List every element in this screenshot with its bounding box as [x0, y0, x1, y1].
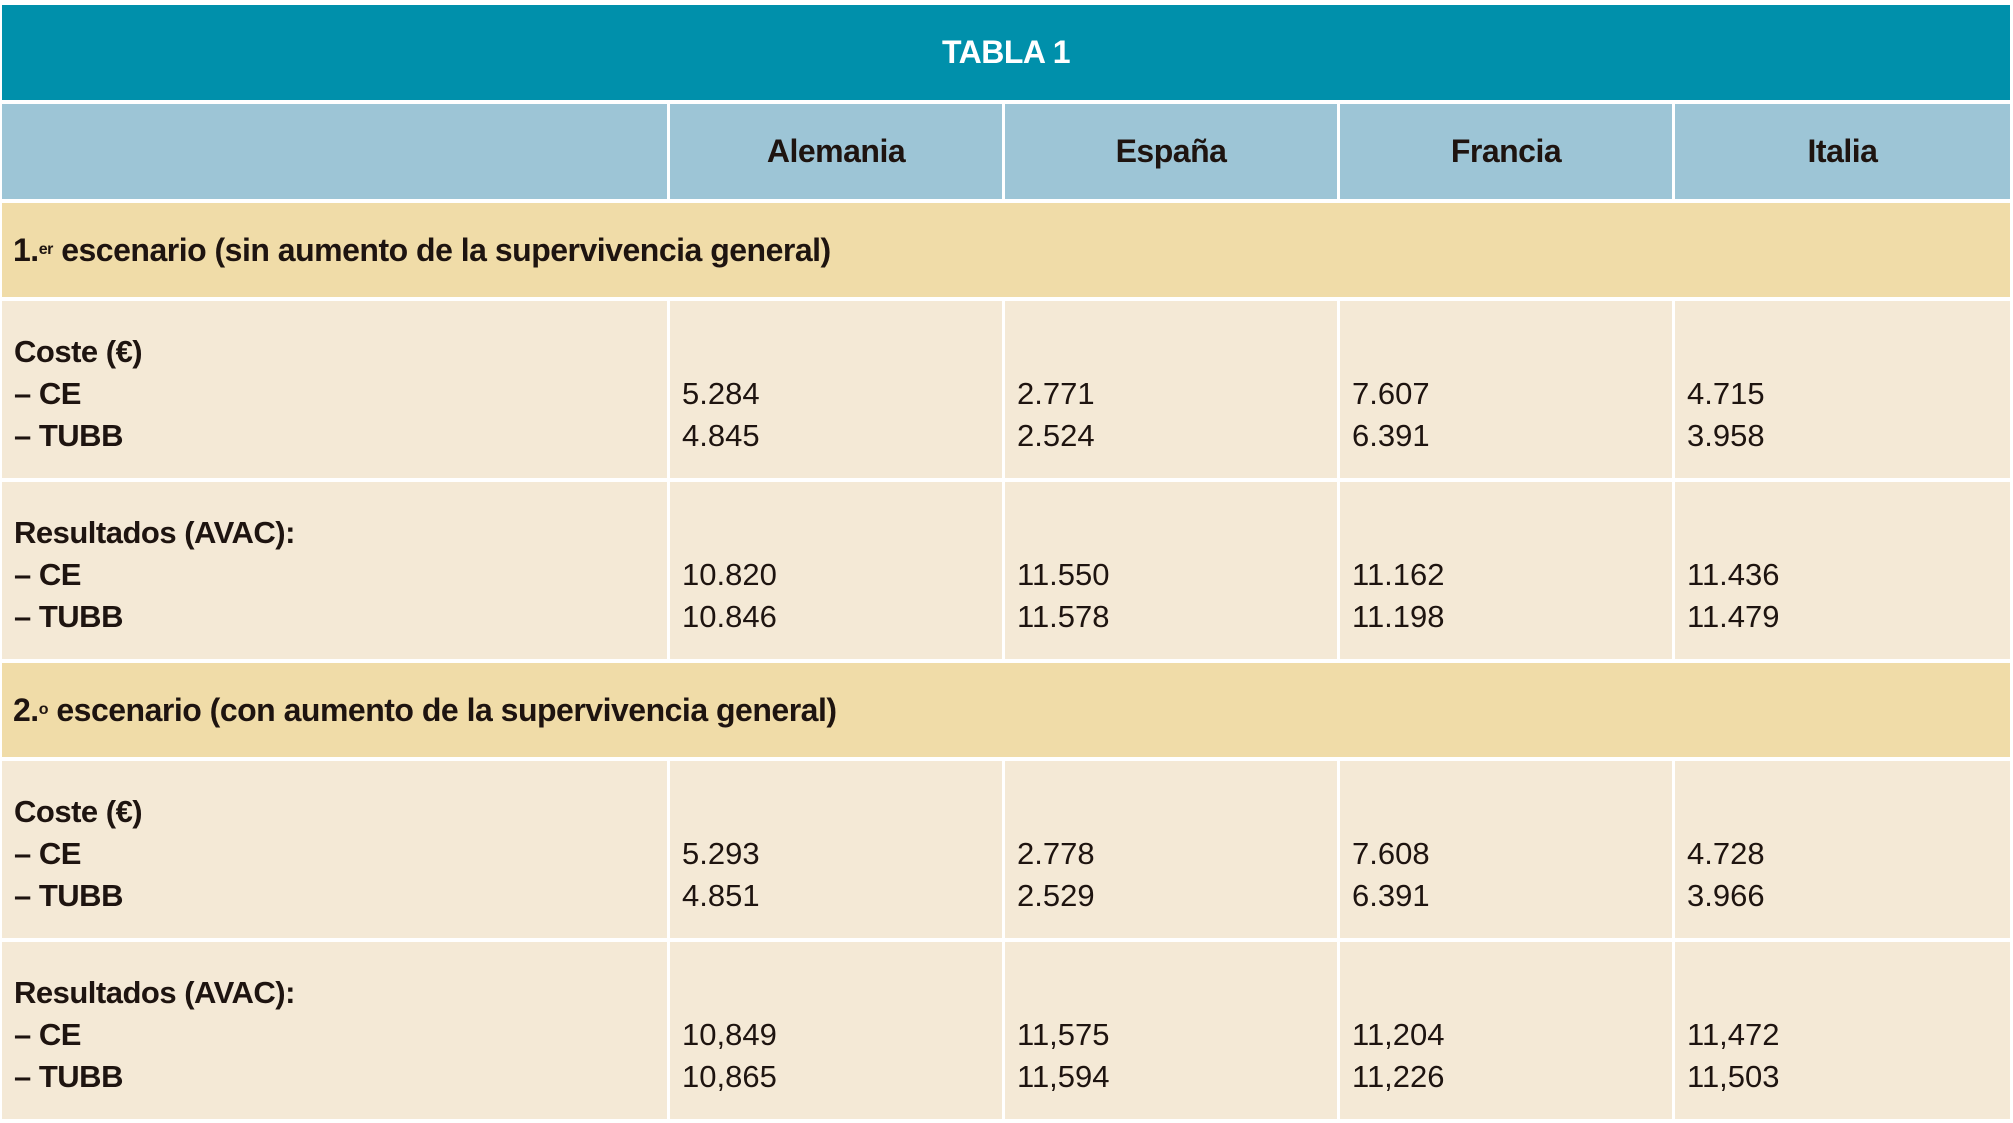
value: 4.715 — [1687, 376, 1765, 411]
value-cell: 2.778 2.529 — [1005, 761, 1340, 938]
row-label: – CE — [14, 1017, 81, 1052]
row-label: – TUBB — [14, 418, 123, 453]
value-cell: 4.728 3.966 — [1675, 761, 2010, 938]
section-row: 1. er escenario (sin aumento de la superv… — [2, 203, 2010, 301]
value-cell: 4.715 3.958 — [1675, 301, 2010, 478]
column-header-empty — [2, 104, 670, 199]
value: 7.607 — [1352, 376, 1430, 411]
section-number: 2. — [13, 691, 39, 728]
value: 3.958 — [1687, 418, 1765, 453]
value: 2.771 — [1017, 376, 1095, 411]
value-cell: 11,575 11,594 — [1005, 942, 1340, 1119]
column-header: España — [1005, 104, 1340, 199]
value: 11,472 — [1687, 1017, 1780, 1052]
value-cell: 7.608 6.391 — [1340, 761, 1675, 938]
group-heading: Resultados (AVAC): — [14, 515, 295, 550]
section-number: 1. — [13, 231, 39, 268]
value: 10.820 — [682, 557, 777, 592]
row-label: – CE — [14, 376, 81, 411]
value: 11.550 — [1017, 557, 1110, 592]
section-title: escenario (sin aumento de la supervivenc… — [52, 231, 831, 268]
group-heading: Resultados (AVAC): — [14, 975, 295, 1010]
value-cell: 10,849 10,865 — [670, 942, 1005, 1119]
value: 3.966 — [1687, 878, 1765, 913]
value: 4.851 — [682, 878, 760, 913]
group-heading: Coste (€) — [14, 334, 143, 369]
value: 11.479 — [1687, 599, 1780, 634]
value: 6.391 — [1352, 878, 1430, 913]
value: 10,849 — [682, 1017, 777, 1052]
section-ordinal: o — [38, 701, 49, 718]
value-cell: 11.550 11.578 — [1005, 482, 1340, 659]
value: 5.293 — [682, 836, 760, 871]
row-label: – TUBB — [14, 1059, 123, 1094]
row-label: – TUBB — [14, 878, 123, 913]
row-label-cell: Resultados (AVAC): – CE – TUBB — [2, 482, 670, 659]
row-label: – TUBB — [14, 599, 123, 634]
value: 11,204 — [1352, 1017, 1445, 1052]
table-title-row: TABLA 1 — [2, 5, 2010, 104]
value-cell: 10.820 10.846 — [670, 482, 1005, 659]
value: 11,503 — [1687, 1059, 1780, 1094]
value: 6.391 — [1352, 418, 1430, 453]
value-cell: 5.293 4.851 — [670, 761, 1005, 938]
row-label-cell: Coste (€) – CE – TUBB — [2, 301, 670, 478]
value: 4.845 — [682, 418, 760, 453]
column-header-row: Alemania España Francia Italia — [2, 104, 2010, 203]
row-label-cell: Resultados (AVAC): – CE – TUBB — [2, 942, 670, 1119]
table-body: 1. er escenario (sin aumento de la superv… — [2, 203, 2010, 1123]
section-title: escenario (con aumento de la supervivenc… — [47, 691, 837, 728]
section-ordinal: er — [38, 241, 54, 258]
value: 11,575 — [1017, 1017, 1110, 1052]
row-label-cell: Coste (€) – CE – TUBB — [2, 761, 670, 938]
value-cell: 5.284 4.845 — [670, 301, 1005, 478]
data-table: TABLA 1 Alemania España Francia Italia 1… — [2, 5, 2010, 1123]
value: 4.728 — [1687, 836, 1765, 871]
table-title: TABLA 1 — [2, 5, 2010, 100]
value: 5.284 — [682, 376, 760, 411]
value: 2.529 — [1017, 878, 1095, 913]
row-label: – CE — [14, 557, 81, 592]
value: 2.524 — [1017, 418, 1095, 453]
section-heading: 1. er escenario (sin aumento de la superv… — [2, 203, 2010, 297]
value: 11.436 — [1687, 557, 1780, 592]
value-cell: 11.162 11.198 — [1340, 482, 1675, 659]
table-row: Resultados (AVAC): – CE – TUBB 10,849 10,865… — [2, 942, 2010, 1123]
value-cell: 7.607 6.391 — [1340, 301, 1675, 478]
section-row: 2. o escenario (con aumento de la supervi… — [2, 663, 2010, 761]
column-header: Francia — [1340, 104, 1675, 199]
table-row: Coste (€) – CE – TUBB 5.284 4.845 2.771 2.524 7… — [2, 301, 2010, 482]
group-heading: Coste (€) — [14, 794, 143, 829]
value: 2.778 — [1017, 836, 1095, 871]
value: 10.846 — [682, 599, 777, 634]
value: 11.198 — [1352, 599, 1445, 634]
value: 11.578 — [1017, 599, 1110, 634]
value-cell: 11.436 11.479 — [1675, 482, 2010, 659]
value-cell: 11,204 11,226 — [1340, 942, 1675, 1119]
row-label: – CE — [14, 836, 81, 871]
value: 7.608 — [1352, 836, 1430, 871]
value: 11,594 — [1017, 1059, 1110, 1094]
value-cell: 11,472 11,503 — [1675, 942, 2010, 1119]
section-heading: 2. o escenario (con aumento de la supervi… — [2, 663, 2010, 757]
table-row: Resultados (AVAC): – CE – TUBB 10.820 10.846… — [2, 482, 2010, 663]
value: 11.162 — [1352, 557, 1445, 592]
column-header: Italia — [1675, 104, 2010, 199]
column-header: Alemania — [670, 104, 1005, 199]
value: 11,226 — [1352, 1059, 1445, 1094]
table-row: Coste (€) – CE – TUBB 5.293 4.851 2.778 2.529 7… — [2, 761, 2010, 942]
value: 10,865 — [682, 1059, 777, 1094]
value-cell: 2.771 2.524 — [1005, 301, 1340, 478]
